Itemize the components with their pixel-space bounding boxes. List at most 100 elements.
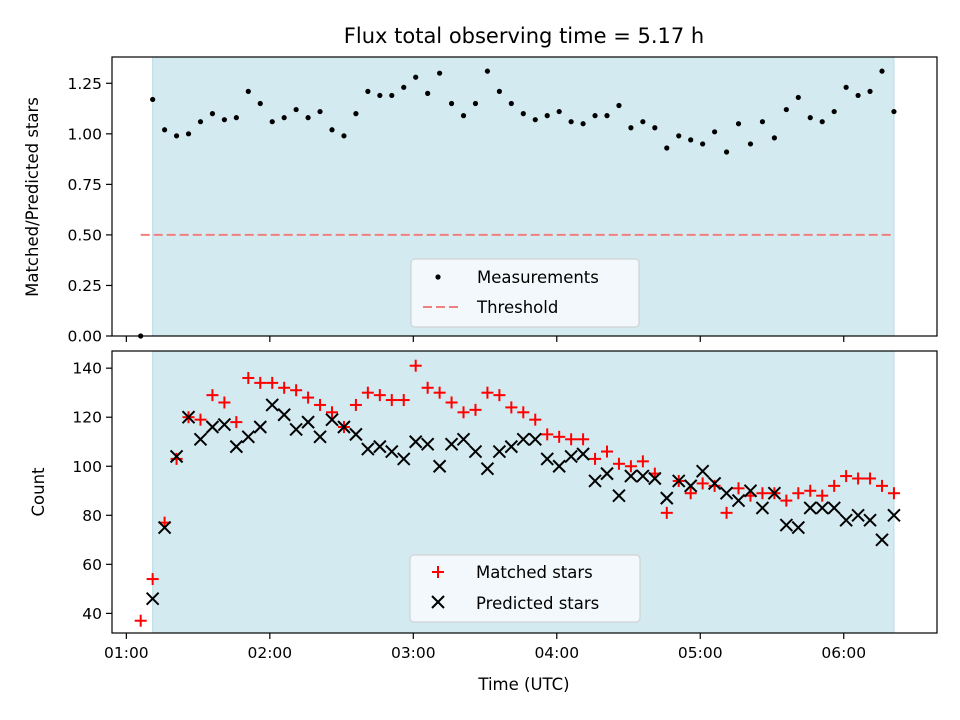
matched-star-point: [481, 386, 494, 399]
matched-star-point: [493, 389, 506, 402]
matched-star-point: [612, 457, 625, 470]
predicted-star-point: [803, 501, 817, 515]
predicted-star-point: [193, 432, 208, 446]
predicted-star-point: [540, 452, 554, 466]
predicted-star-point: [229, 439, 244, 454]
measurement-point: [437, 70, 443, 76]
y-tick-label: 60: [82, 556, 102, 574]
matched-star-point: [577, 433, 590, 446]
predicted-star-point: [205, 420, 220, 434]
measurement-point: [700, 141, 706, 147]
matched-star-point: [409, 359, 422, 372]
predicted-star-point: [648, 471, 662, 486]
matched-star-point: [146, 573, 159, 586]
y-tick-label: 140: [72, 360, 102, 378]
predicted-star-point: [636, 469, 650, 483]
matched-star-point: [421, 381, 434, 394]
measurement-point: [676, 133, 682, 139]
predicted-star-point: [707, 476, 722, 491]
matched-star-point: [242, 371, 255, 384]
measurement-point: [460, 113, 467, 119]
measurement-point: [173, 133, 180, 139]
matched-star-point: [361, 386, 374, 399]
predicted-star-point: [887, 508, 901, 523]
ratio-legend-box: [410, 258, 640, 328]
legend-predicted-marker: [431, 595, 445, 609]
matched-star-point: [302, 391, 315, 404]
predicted-star-point: [157, 520, 172, 535]
predicted-star-point: [301, 415, 315, 429]
measurement-point: [293, 106, 299, 113]
predicted-star-point: [624, 469, 638, 483]
matched-star-point: [206, 389, 219, 402]
predicted-star-point: [181, 410, 196, 424]
matched-star-point: [469, 403, 482, 416]
count-y-axis-label: Count: [29, 467, 48, 517]
measurement-point: [305, 115, 311, 121]
matched-star-point: [457, 406, 470, 419]
predicted-star-point: [731, 493, 746, 508]
chart-title: Flux total observing time = 5.17 h: [344, 24, 704, 48]
measurement-point: [747, 141, 754, 147]
measurement-point: [520, 111, 526, 117]
predicted-star-point: [695, 464, 710, 478]
legend-matched-marker: [432, 566, 444, 578]
legend-predicted-label: Predicted stars: [476, 594, 599, 613]
measurement-point: [640, 119, 646, 125]
y-tick-label: 0.75: [67, 176, 102, 194]
predicted-star-point: [432, 459, 447, 473]
matched-star-point: [529, 413, 542, 426]
matched-star-point: [134, 614, 147, 627]
measurement-point: [341, 133, 347, 139]
predicted-star-point: [743, 484, 758, 498]
predicted-star-point: [779, 518, 794, 532]
measurement-point: [568, 119, 574, 125]
predicted-star-point: [863, 513, 877, 527]
matched-star-point: [708, 479, 721, 492]
x-tick-label: 04:00: [534, 644, 579, 662]
matched-star-point: [290, 384, 303, 397]
matched-star-point: [864, 472, 877, 485]
predicted-star-point: [791, 520, 806, 535]
measurement-point: [209, 111, 216, 117]
matched-star-point: [852, 472, 865, 485]
measurement-point: [795, 94, 801, 101]
predicted-star-point: [552, 459, 566, 473]
measurement-point: [185, 131, 192, 137]
measurement-point: [879, 68, 885, 74]
matched-star-point: [720, 506, 733, 519]
matched-star-point: [314, 398, 327, 411]
ratio-y-axis-label: Matched/Predicted stars: [23, 97, 42, 297]
predicted-star-point: [444, 437, 459, 451]
matched-star-point: [792, 487, 805, 500]
measurement-point: [580, 121, 586, 127]
measurement-point: [735, 121, 742, 127]
matched-star-point: [541, 428, 554, 441]
matched-star-point: [170, 452, 183, 465]
measurement-point: [281, 115, 287, 121]
predicted-star-point: [145, 591, 160, 606]
measurement-point: [197, 119, 204, 125]
predicted-star-point: [468, 444, 483, 459]
matched-star-point: [840, 470, 853, 483]
measurement-point: [712, 129, 718, 135]
matched-star-point: [505, 401, 518, 414]
predicted-star-point: [337, 420, 351, 434]
measurement-point: [401, 84, 407, 90]
predicted-star-point: [420, 437, 435, 451]
matched-star-point: [373, 389, 386, 402]
y-tick-label: 0.00: [67, 328, 102, 346]
measurement-point: [353, 111, 359, 117]
predicted-star-point: [253, 420, 267, 434]
predicted-star-point: [528, 432, 542, 446]
predicted-star-point: [289, 422, 303, 437]
predicted-star-point: [492, 444, 507, 459]
y-tick-label: 80: [82, 507, 102, 525]
predicted-star-point: [755, 501, 770, 515]
y-tick-label: 1.00: [67, 125, 102, 143]
measurement-point: [484, 68, 491, 74]
legend-measurements-marker: [435, 274, 441, 280]
measurement-point: [819, 119, 825, 125]
predicted-star-point: [767, 486, 782, 500]
y-tick-label: 100: [72, 458, 102, 476]
